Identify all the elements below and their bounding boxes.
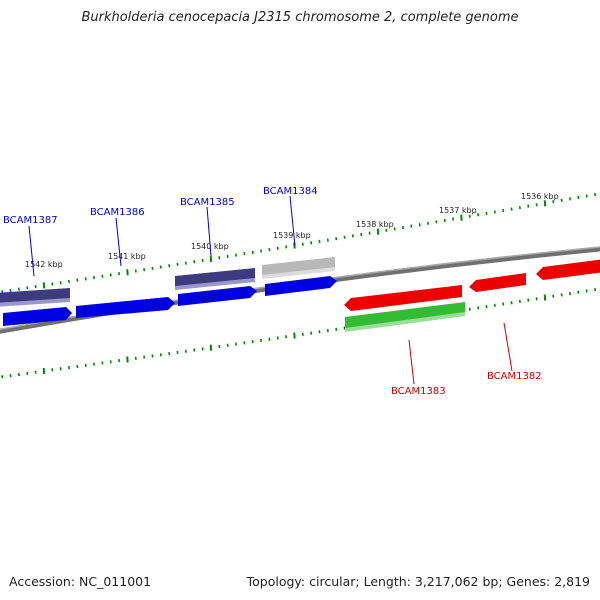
leader-bcam1384 xyxy=(289,195,296,247)
scale-label-1538: 1538 kbp xyxy=(356,220,394,229)
gene-bcam1386-arrow[interactable] xyxy=(76,297,175,318)
scale-label-1542: 1542 kbp xyxy=(25,260,63,269)
gene-bcam1383-bar-shade xyxy=(345,312,465,332)
gene-partial-arrow[interactable] xyxy=(536,259,600,280)
gene-bcam1383-arrow[interactable] xyxy=(344,285,462,311)
gene-bcam1385-outer[interactable] xyxy=(175,268,255,288)
scale-label-1537: 1537 kbp xyxy=(439,206,477,215)
leader-bcam1385 xyxy=(206,206,212,257)
gene-bcam1385-arrow[interactable] xyxy=(178,286,257,306)
gene-outer-shade-3 xyxy=(262,267,335,279)
gene-label-bcam1387: BCAM1387 xyxy=(3,215,58,226)
scale-label-1541: 1541 kbp xyxy=(108,252,146,261)
gene-bcam1384-outer[interactable] xyxy=(262,257,335,277)
leader-bcam1383 xyxy=(408,339,415,385)
gene-bcam1384-arrow[interactable] xyxy=(265,276,337,296)
gene-label-bcam1383: BCAM1383 xyxy=(391,386,446,397)
leader-bcam1386 xyxy=(115,217,122,267)
gene-bcam1382-arrow[interactable] xyxy=(469,273,526,292)
gene-label-bcam1382: BCAM1382 xyxy=(487,371,542,382)
gene-outer-shade-2 xyxy=(175,278,255,290)
gene-label-bcam1386: BCAM1386 xyxy=(90,207,145,218)
gene-label-bcam1385: BCAM1385 xyxy=(180,197,235,208)
map-title: Burkholderia cenocepacia J2315 chromosom… xyxy=(81,10,519,25)
gene-outer-shade-1 xyxy=(0,298,70,307)
inner-scale-ticks xyxy=(1,288,597,379)
gene-bcam1387-arrow[interactable] xyxy=(3,307,72,326)
scale-label-1536: 1536 kbp xyxy=(521,192,559,201)
gene-bcam1383-bar[interactable] xyxy=(345,302,465,330)
topology-label: Topology: circular; Length: 3,217,062 bp… xyxy=(246,574,590,589)
accession-label: Accession: NC_011001 xyxy=(9,574,152,589)
gene-label-bcam1384: BCAM1384 xyxy=(263,186,318,197)
scale-label-1539: 1539 kbp xyxy=(273,231,311,240)
leader-bcam1387 xyxy=(28,225,35,277)
leader-bcam1382 xyxy=(503,322,513,372)
